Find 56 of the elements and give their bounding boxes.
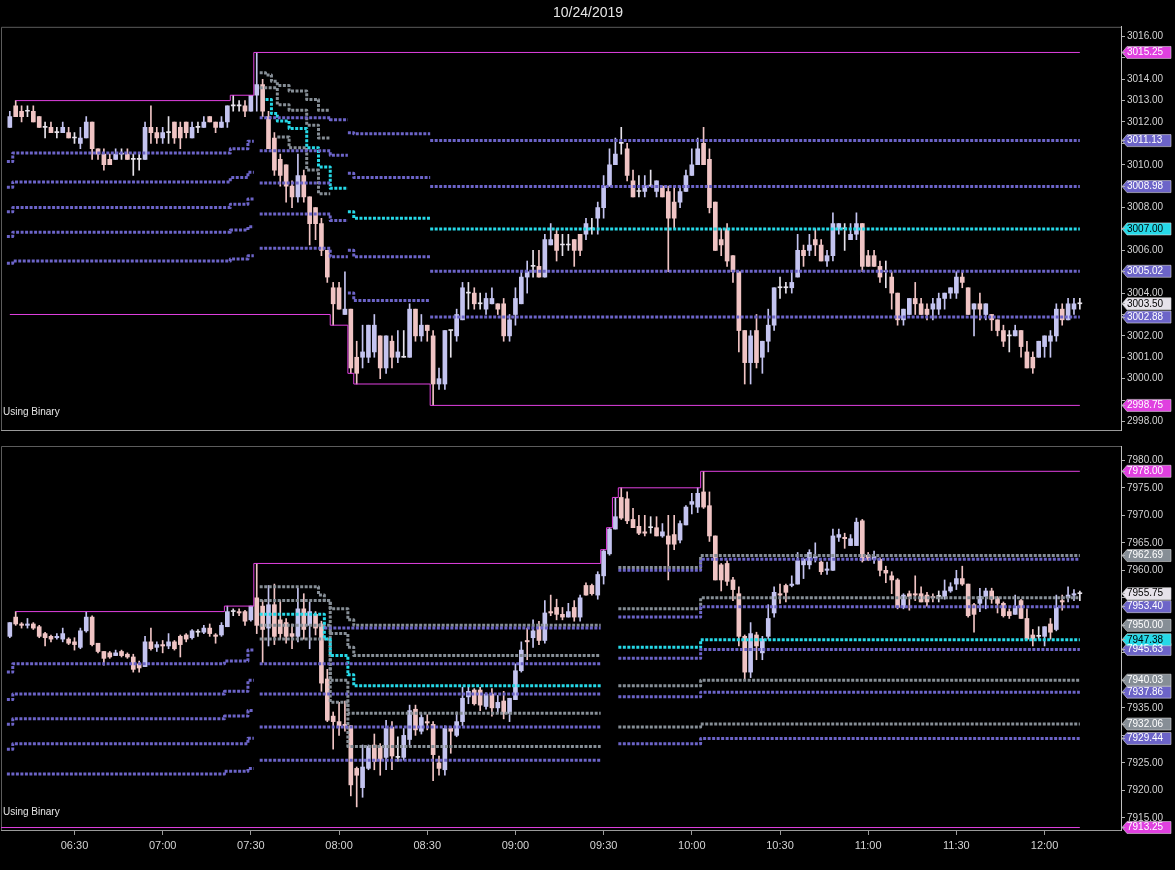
annotation: Using Binary (3, 405, 60, 417)
y-tick-label: 2998.75 (1127, 399, 1164, 411)
x-tick-label: 08:00 (325, 838, 353, 851)
y-tick-label: 7962.69 (1127, 549, 1164, 561)
y-tick-label: 3002.88 (1127, 310, 1164, 322)
y-tick-label: 3003.50 (1127, 297, 1164, 309)
y-tick-label: 7965.00 (1127, 536, 1164, 548)
y-tick-label: 3014.00 (1127, 72, 1164, 84)
y-tick-label: 7937.86 (1127, 685, 1164, 697)
x-tick-label: 10:30 (766, 838, 794, 851)
y-tick-label: 7970.00 (1127, 509, 1164, 521)
y-tick-label: 3005.02 (1127, 265, 1164, 277)
y-tick-label: 3011.13 (1127, 134, 1163, 146)
y-tick-label: 3010.00 (1127, 158, 1164, 170)
y-tick-label: 3015.25 (1127, 46, 1164, 58)
y-tick-label: 3008.00 (1127, 201, 1164, 213)
y-tick-label: 3006.00 (1127, 244, 1164, 256)
x-tick-label: 11:00 (854, 838, 882, 851)
y-tick-label: 7978.00 (1127, 465, 1164, 477)
x-tick-label: 06:30 (60, 838, 89, 851)
y-tick-label: 7975.00 (1127, 481, 1164, 493)
y-tick-label: 7913.25 (1127, 821, 1164, 833)
y-tick-label: 7925.00 (1127, 756, 1164, 768)
y-tick-label: 7945.63 (1127, 643, 1164, 655)
y-tick-label: 7980.00 (1127, 454, 1164, 466)
y-tick-label: 7950.00 (1127, 619, 1164, 631)
x-tick-label: 11:30 (943, 838, 970, 851)
x-tick-label: 09:30 (589, 838, 618, 851)
y-tick-label: 3000.00 (1127, 372, 1164, 384)
x-tick-label: 12:00 (1030, 838, 1059, 851)
y-tick-label: 7929.44 (1127, 732, 1164, 744)
y-tick-label: 7935.00 (1127, 701, 1164, 713)
chart-title: 10/24/2019 (552, 4, 624, 21)
y-tick-label: 3016.00 (1127, 30, 1164, 42)
x-tick-label: 08:30 (413, 838, 442, 851)
y-tick-label: 7920.00 (1127, 784, 1164, 796)
annotation: Using Binary (3, 805, 60, 817)
x-tick-label: 07:00 (148, 838, 177, 851)
x-tick-label: 10:00 (678, 838, 706, 851)
y-tick-label: 3002.00 (1127, 329, 1164, 341)
y-tick-label: 3001.00 (1127, 351, 1164, 363)
y-tick-label: 3007.00 (1127, 222, 1164, 234)
y-tick-label: 7915.00 (1127, 811, 1164, 823)
y-tick-label: 3013.00 (1127, 94, 1164, 106)
y-tick-label: 2998.00 (1127, 415, 1164, 427)
y-tick-label: 3012.00 (1127, 115, 1164, 127)
y-tick-label: 7960.00 (1127, 564, 1164, 576)
x-tick-label: 09:00 (501, 838, 530, 851)
y-tick-label: 7932.06 (1127, 717, 1164, 729)
y-tick-label: 7940.03 (1127, 673, 1164, 685)
y-tick-label: 7953.40 (1127, 600, 1164, 612)
x-tick-label: 07:30 (237, 838, 265, 851)
y-tick-label: 7955.75 (1127, 587, 1164, 599)
y-tick-label: 7947.38 (1127, 633, 1164, 645)
y-tick-label: 3008.98 (1127, 180, 1164, 192)
y-tick-label: 3004.00 (1127, 286, 1164, 298)
